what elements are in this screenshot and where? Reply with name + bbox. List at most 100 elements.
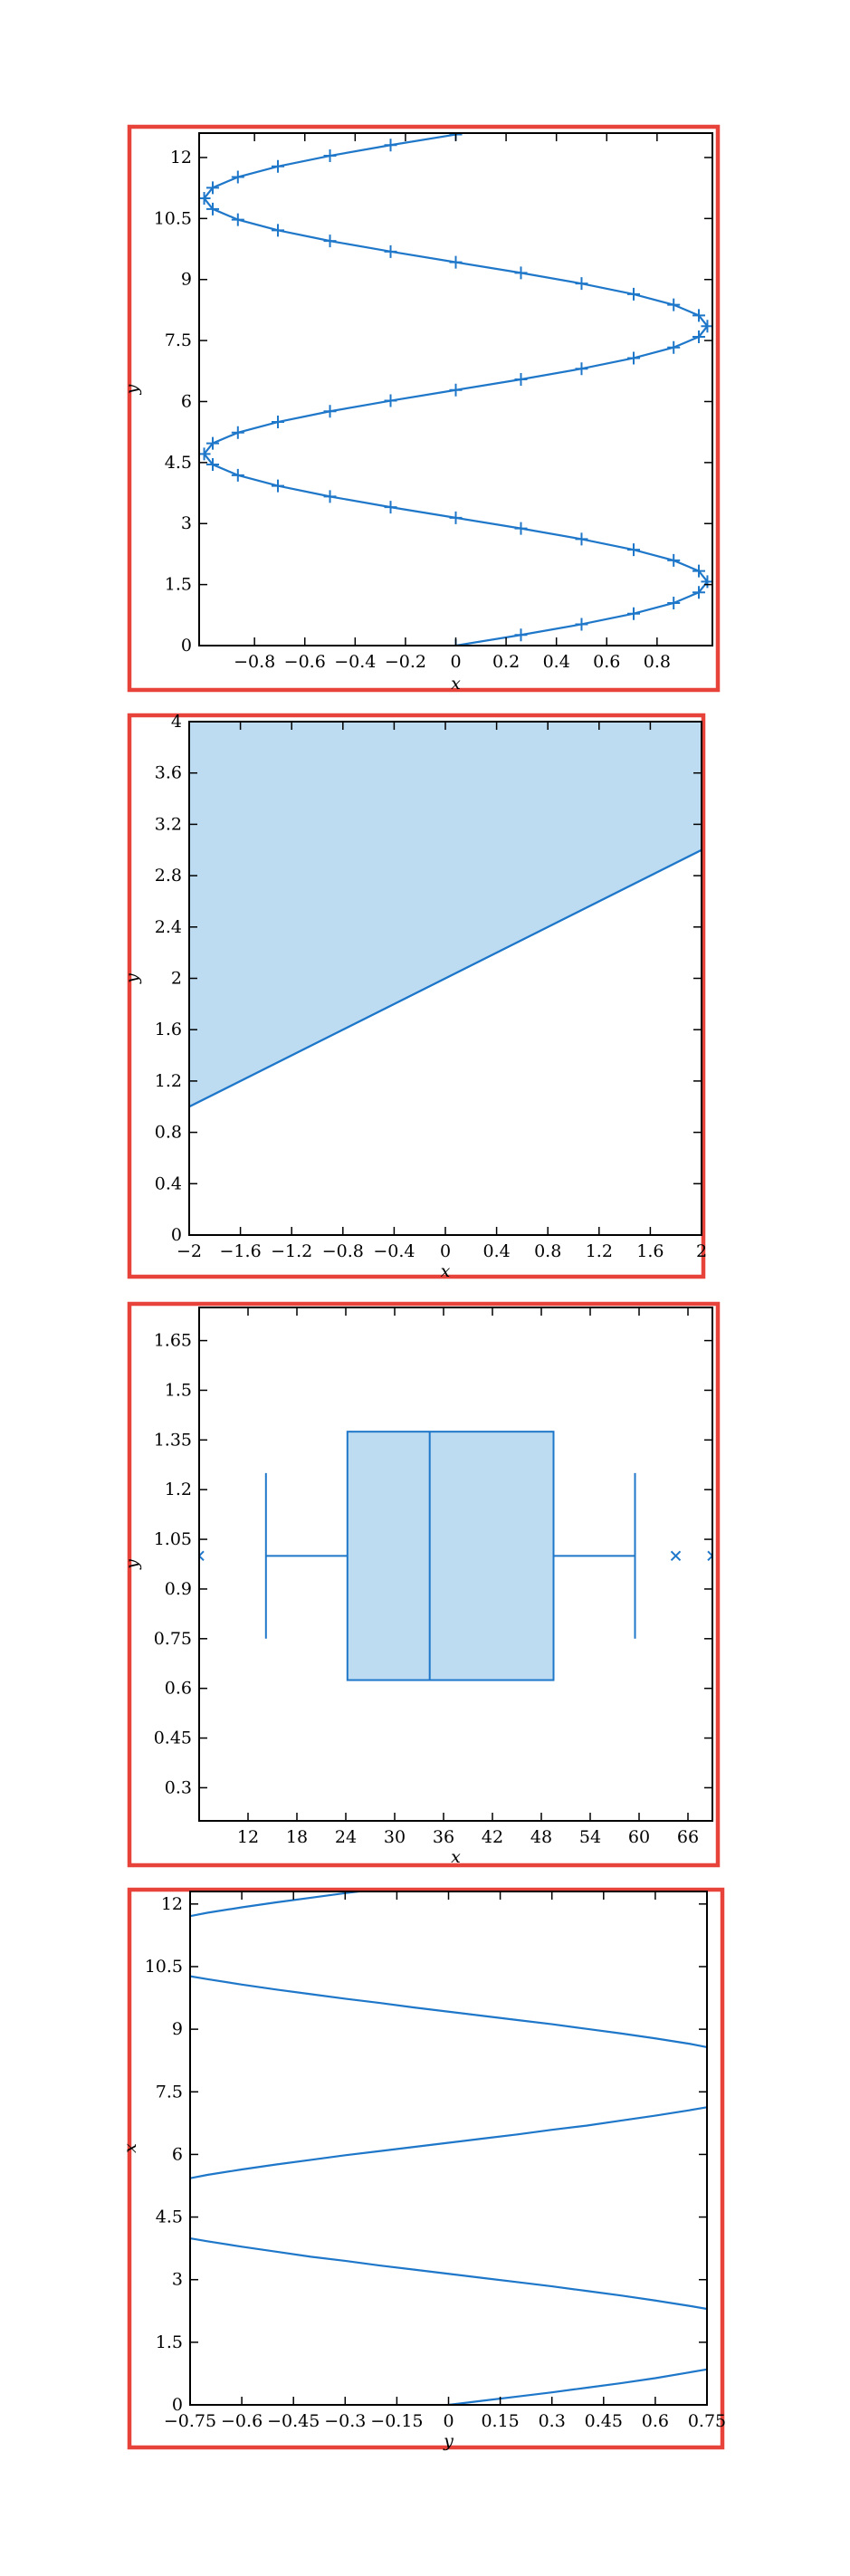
data-point-marker xyxy=(575,618,588,631)
data-point-marker xyxy=(514,266,528,280)
axes-frame xyxy=(189,1891,708,2406)
panel-frame xyxy=(127,124,721,693)
y-tick-label: 0 xyxy=(172,2395,183,2415)
data-point-marker xyxy=(514,372,528,386)
data-point-marker xyxy=(384,244,397,258)
x-tick-label: 1.6 xyxy=(636,1241,664,1261)
data-point-marker xyxy=(575,532,588,546)
x-axis-label: y xyxy=(443,2431,454,2451)
x-tick-label: −0.8 xyxy=(322,1241,364,1261)
x-tick-label: 42 xyxy=(482,1827,503,1847)
y-tick-label: 2.8 xyxy=(155,866,182,886)
data-point-marker xyxy=(323,405,337,418)
data-point-marker xyxy=(384,139,397,152)
data-point-marker xyxy=(575,362,588,376)
y-tick-label: 0.75 xyxy=(154,1629,192,1649)
x-tick-label: 0.2 xyxy=(492,652,520,672)
y-axis-label: x xyxy=(120,2143,140,2153)
y-tick-label: 12 xyxy=(170,148,192,168)
y-tick-label: 10.5 xyxy=(154,208,192,228)
x-tick-label: 0.3 xyxy=(539,2411,566,2431)
x-tick-label: −0.75 xyxy=(164,2411,216,2431)
data-point-marker xyxy=(384,394,397,407)
x-axis-label: x xyxy=(451,674,461,694)
y-tick-label: 6 xyxy=(172,2144,183,2164)
x-tick-label: 24 xyxy=(335,1827,357,1847)
y-tick-label: 3 xyxy=(172,2270,183,2290)
y-axis-label: y xyxy=(122,384,142,395)
x-tick-label: 12 xyxy=(237,1827,259,1847)
x-tick-label: −0.8 xyxy=(234,652,275,672)
y-tick-label: 2.4 xyxy=(155,917,182,937)
y-tick-label: 2 xyxy=(171,969,182,989)
data-point-marker xyxy=(231,468,244,482)
y-tick-label: 1.5 xyxy=(165,575,192,595)
x-tick-label: 18 xyxy=(286,1827,308,1847)
data-point-marker xyxy=(627,351,641,365)
y-tick-label: 3.2 xyxy=(155,814,182,834)
y-axis-label: y xyxy=(122,973,142,984)
axes-frame xyxy=(198,1307,713,1822)
x-tick-label: 0 xyxy=(450,652,461,672)
data-point-marker xyxy=(692,586,705,599)
y-tick-label: 0 xyxy=(171,1225,182,1245)
y-tick-label: 1.5 xyxy=(156,2332,183,2352)
x-tick-label: 2 xyxy=(696,1241,707,1261)
data-point-marker xyxy=(627,543,641,557)
data-point-marker xyxy=(271,224,284,237)
y-tick-label: 10.5 xyxy=(145,1957,183,1977)
data-point-marker xyxy=(449,383,463,397)
data-point-marker xyxy=(323,235,337,248)
x-tick-label: 30 xyxy=(384,1827,406,1847)
data-point-marker xyxy=(271,159,284,173)
y-tick-label: 9 xyxy=(172,2019,183,2039)
data-point-marker xyxy=(692,330,705,343)
data-point-marker xyxy=(692,564,705,578)
chart-panel-2: −2 −1.6 −1.2 −0.8 −0.4 0 0.4 0.8 1.2 1.6 2 0 0.4 0.8 1… xyxy=(122,712,707,1281)
x-tick-label: 0 xyxy=(443,2411,454,2431)
box-iqr xyxy=(346,1431,555,1681)
chart-panel-3: 12 18 24 30 36 42 48 54 60 66 0.3 0.45 0.6 0.75 0.9 1.0… xyxy=(122,1301,721,1868)
data-point-marker xyxy=(271,416,284,429)
x-tick-label: 48 xyxy=(530,1827,552,1847)
y-tick-label: 0 xyxy=(181,636,192,656)
data-point-marker xyxy=(667,553,681,567)
y-tick-label: 1.6 xyxy=(155,1020,182,1039)
x-tick-label: 54 xyxy=(579,1827,601,1847)
y-tick-label: 1.5 xyxy=(165,1380,192,1400)
data-point-marker xyxy=(206,202,220,215)
x-axis-label: x xyxy=(441,1261,451,1281)
y-tick-label: 4.5 xyxy=(156,2207,183,2227)
y-tick-label: 4.5 xyxy=(165,453,192,473)
data-point-marker xyxy=(449,511,463,524)
chart-panel-1: −0.8 −0.6 −0.4 −0.2 0 0.2 0.4 0.6 0.8 0 1.5 3 4.5 6 7.… xyxy=(122,124,721,694)
x-tick-label: −1.2 xyxy=(271,1241,312,1261)
y-tick-label: 6 xyxy=(181,391,192,411)
y-tick-label: 4 xyxy=(171,712,182,732)
plot-data-layer xyxy=(189,722,702,1108)
data-point-marker xyxy=(323,490,337,503)
y-tick-label: 1.2 xyxy=(165,1480,192,1499)
x-tick-label: −2 xyxy=(177,1241,202,1261)
panel-frame xyxy=(127,1301,721,1868)
panel-frame xyxy=(127,1887,725,2450)
y-tick-label: 12 xyxy=(161,1894,183,1914)
data-point-marker xyxy=(449,255,463,269)
x-tick-label: 66 xyxy=(677,1827,699,1847)
data-point-marker xyxy=(231,213,244,226)
outlier-marker xyxy=(707,1550,712,1562)
x-tick-label: 0.4 xyxy=(482,1241,510,1261)
y-tick-label: 3 xyxy=(181,513,192,533)
outlier-marker xyxy=(199,1550,205,1562)
y-tick-label: 9 xyxy=(181,270,192,290)
x-tick-label: 0.8 xyxy=(534,1241,561,1261)
data-point-marker xyxy=(206,436,220,450)
x-tick-label: 1.2 xyxy=(586,1241,613,1261)
y-tick-label: 0.4 xyxy=(155,1173,182,1193)
y-tick-label: 0.3 xyxy=(165,1777,192,1797)
x-tick-label: 0.4 xyxy=(543,652,570,672)
data-point-marker xyxy=(206,181,220,195)
y-tick-label: 1.2 xyxy=(155,1071,182,1091)
shaded-region xyxy=(189,722,702,1108)
